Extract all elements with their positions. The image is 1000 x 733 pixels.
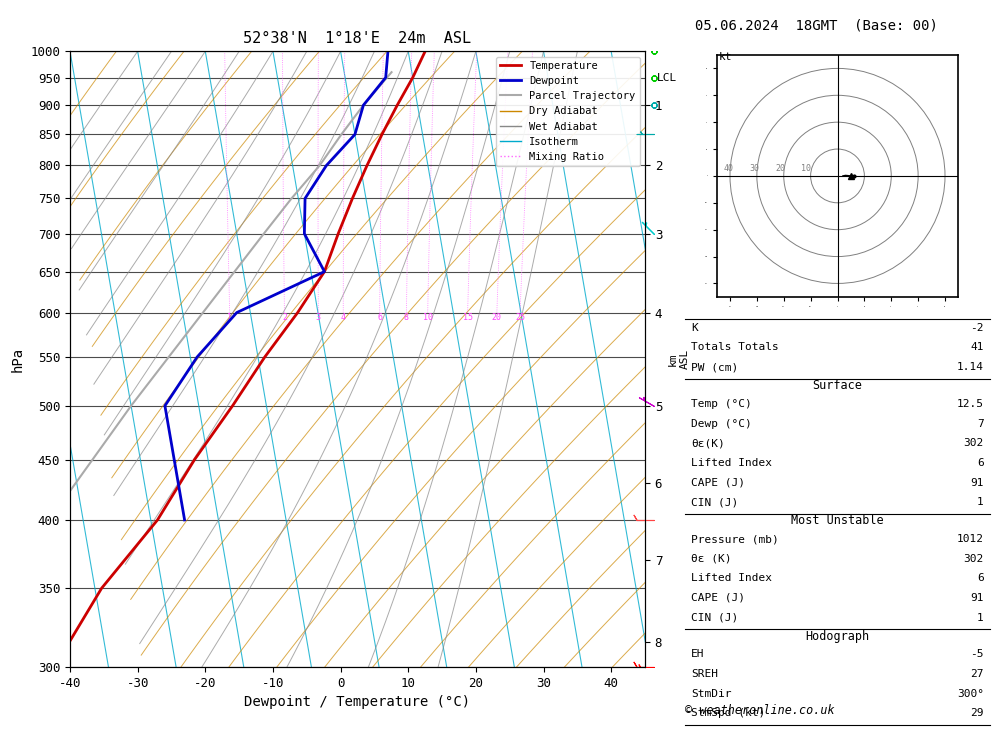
Text: Temp (°C): Temp (°C)	[691, 399, 752, 409]
Text: 3: 3	[316, 312, 321, 322]
Text: CIN (J): CIN (J)	[691, 497, 738, 507]
Text: EH: EH	[691, 649, 705, 660]
Y-axis label: hPa: hPa	[11, 347, 25, 372]
Text: 6: 6	[977, 458, 984, 468]
Text: © weatheronline.co.uk: © weatheronline.co.uk	[685, 704, 835, 717]
Text: Surface: Surface	[813, 380, 862, 392]
Text: kt: kt	[719, 52, 733, 62]
Text: Totals Totals: Totals Totals	[691, 342, 779, 353]
Text: SREH: SREH	[691, 669, 718, 679]
Legend: Temperature, Dewpoint, Parcel Trajectory, Dry Adiabat, Wet Adiabat, Isotherm, Mi: Temperature, Dewpoint, Parcel Trajectory…	[496, 56, 640, 166]
Text: 20: 20	[775, 164, 785, 173]
Text: Hodograph: Hodograph	[805, 630, 870, 643]
Text: 12.5: 12.5	[957, 399, 984, 409]
Text: 302: 302	[964, 553, 984, 564]
Text: 30: 30	[749, 164, 759, 173]
Text: 302: 302	[964, 438, 984, 449]
Text: StmDir: StmDir	[691, 689, 732, 699]
Text: θε(K): θε(K)	[691, 438, 725, 449]
Text: StmSpd (kt): StmSpd (kt)	[691, 708, 765, 718]
Text: 27: 27	[970, 669, 984, 679]
Text: Lifted Index: Lifted Index	[691, 573, 772, 583]
Y-axis label: km
ASL: km ASL	[668, 349, 689, 369]
Title: 52°38'N  1°18'E  24m  ASL: 52°38'N 1°18'E 24m ASL	[243, 31, 472, 46]
Text: 05.06.2024  18GMT  (Base: 00): 05.06.2024 18GMT (Base: 00)	[695, 18, 938, 32]
Text: -5: -5	[970, 649, 984, 660]
Text: 1.14: 1.14	[957, 362, 984, 372]
Text: θε (K): θε (K)	[691, 553, 732, 564]
Text: 15: 15	[463, 312, 473, 322]
Text: 10: 10	[801, 164, 811, 173]
Text: 1: 1	[977, 613, 984, 622]
Text: 25: 25	[515, 312, 525, 322]
Text: 2: 2	[282, 312, 287, 322]
Text: CAPE (J): CAPE (J)	[691, 477, 745, 487]
Text: CIN (J): CIN (J)	[691, 613, 738, 622]
Text: 20: 20	[492, 312, 502, 322]
Text: Dewp (°C): Dewp (°C)	[691, 419, 752, 429]
Text: 4: 4	[341, 312, 346, 322]
Text: 1: 1	[977, 497, 984, 507]
Text: 7: 7	[977, 419, 984, 429]
Text: 1012: 1012	[957, 534, 984, 544]
Text: 91: 91	[970, 477, 984, 487]
Text: Most Unstable: Most Unstable	[791, 515, 884, 528]
X-axis label: Dewpoint / Temperature (°C): Dewpoint / Temperature (°C)	[244, 696, 471, 710]
Text: 10: 10	[423, 312, 433, 322]
Text: 6: 6	[377, 312, 382, 322]
Text: 40: 40	[723, 164, 733, 173]
Text: 91: 91	[970, 593, 984, 603]
Text: Lifted Index: Lifted Index	[691, 458, 772, 468]
Text: 6: 6	[977, 573, 984, 583]
Text: 29: 29	[970, 708, 984, 718]
Text: PW (cm): PW (cm)	[691, 362, 738, 372]
Text: CAPE (J): CAPE (J)	[691, 593, 745, 603]
Text: 300°: 300°	[957, 689, 984, 699]
Text: 41: 41	[970, 342, 984, 353]
Text: LCL: LCL	[656, 73, 677, 83]
Text: K: K	[691, 323, 698, 333]
Text: 1: 1	[227, 312, 232, 322]
Text: 8: 8	[404, 312, 409, 322]
Text: Pressure (mb): Pressure (mb)	[691, 534, 779, 544]
Text: -2: -2	[970, 323, 984, 333]
